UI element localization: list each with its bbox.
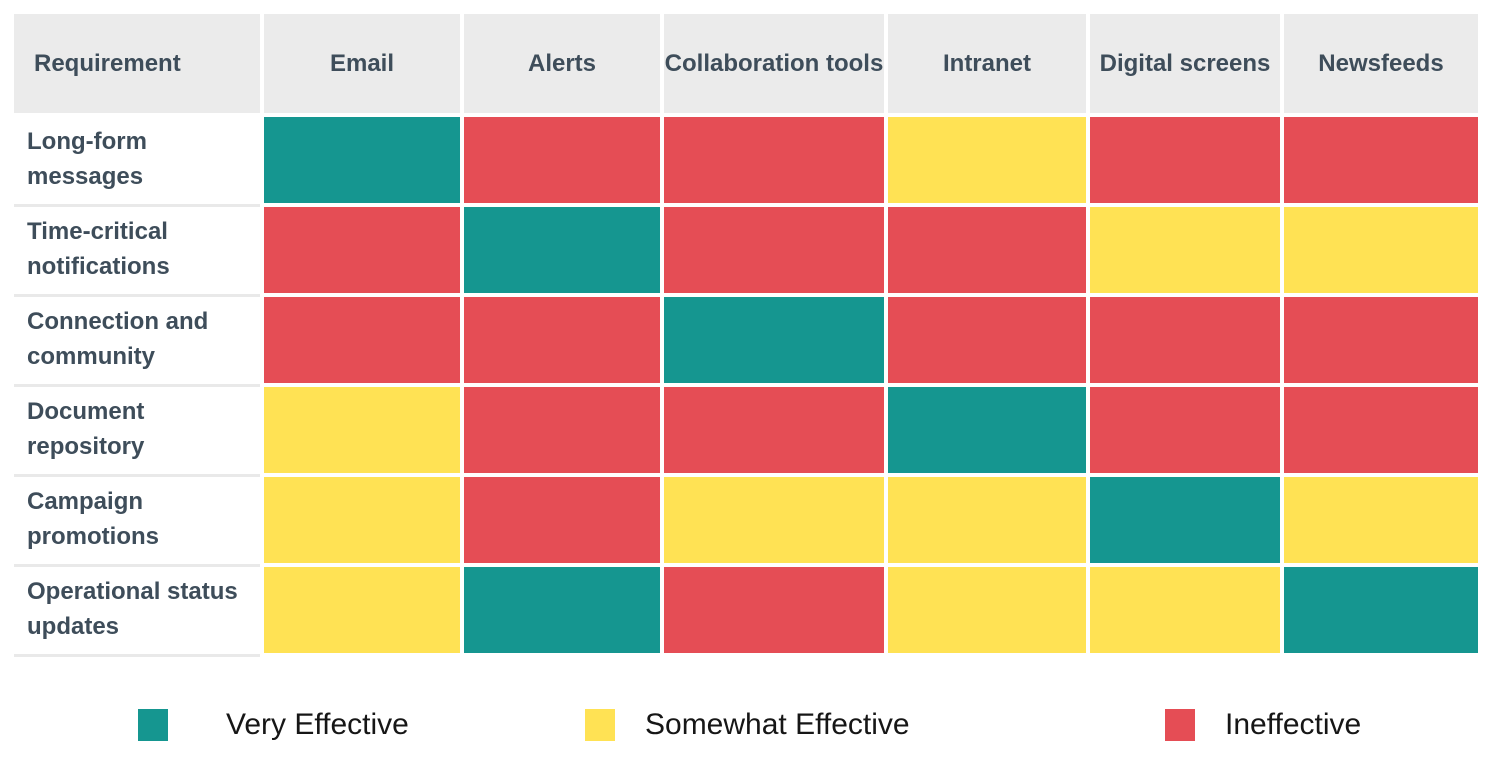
matrix-cell xyxy=(664,117,884,203)
matrix-cell xyxy=(464,297,660,383)
column-header-newsfeeds: Newsfeeds xyxy=(1284,14,1478,113)
matrix-cell xyxy=(464,207,660,293)
matrix-cell xyxy=(1090,117,1280,203)
column-header-intranet: Intranet xyxy=(888,14,1086,113)
legend: Very Effective Somewhat Effective Ineffe… xyxy=(0,703,1493,747)
column-header-collaboration-tools: Collaboration tools xyxy=(664,14,884,113)
matrix-cell xyxy=(264,207,460,293)
legend-label: Ineffective xyxy=(1225,708,1362,741)
legend-label: Very Effective xyxy=(226,708,409,741)
matrix-cell xyxy=(1090,297,1280,383)
matrix-cell xyxy=(464,387,660,473)
legend-item-very-effective: Very Effective xyxy=(138,703,409,747)
matrix-cell xyxy=(888,117,1086,203)
column-header-digital-screens: Digital screens xyxy=(1090,14,1280,113)
matrix-cell xyxy=(264,387,460,473)
matrix-cell xyxy=(888,297,1086,383)
row-label-long-form-messages: Long-form messages xyxy=(14,117,260,207)
matrix-cell xyxy=(888,477,1086,563)
matrix-cell xyxy=(264,297,460,383)
row-label-campaign-promotions: Campaign promotions xyxy=(14,477,260,567)
matrix-cell xyxy=(664,567,884,653)
matrix-cell xyxy=(888,207,1086,293)
matrix-cell xyxy=(1090,387,1280,473)
legend-swatch-ineffective xyxy=(1165,709,1195,741)
matrix-cell xyxy=(664,477,884,563)
row-label-time-critical-notifications: Time-critical notifications xyxy=(14,207,260,297)
matrix-cell xyxy=(1284,297,1478,383)
matrix-cell xyxy=(664,207,884,293)
row-label-connection-and-community: Connection and community xyxy=(14,297,260,387)
matrix-cell xyxy=(888,567,1086,653)
matrix-cell xyxy=(664,387,884,473)
legend-swatch-somewhat-effective xyxy=(585,709,615,741)
matrix-cell xyxy=(1284,207,1478,293)
column-header-requirement: Requirement xyxy=(14,14,260,113)
matrix-cell xyxy=(264,567,460,653)
matrix-cell xyxy=(1284,387,1478,473)
matrix-cell xyxy=(464,567,660,653)
matrix-cell xyxy=(1090,567,1280,653)
effectiveness-matrix-table: Requirement Email Alerts Collaboration t… xyxy=(14,14,1478,657)
legend-item-ineffective: Ineffective xyxy=(1165,703,1361,747)
matrix-cell xyxy=(888,387,1086,473)
matrix-cell xyxy=(1284,117,1478,203)
row-label-operational-status-updates: Operational status updates xyxy=(14,567,260,657)
matrix-cell xyxy=(1090,477,1280,563)
matrix-cell xyxy=(464,117,660,203)
column-header-alerts: Alerts xyxy=(464,14,660,113)
legend-label: Somewhat Effective xyxy=(645,708,910,741)
matrix-cell xyxy=(264,117,460,203)
matrix-cell xyxy=(1090,207,1280,293)
matrix-cell xyxy=(1284,567,1478,653)
matrix-cell xyxy=(264,477,460,563)
legend-swatch-very-effective xyxy=(138,709,168,741)
matrix-cell xyxy=(464,477,660,563)
matrix-cell xyxy=(664,297,884,383)
column-header-email: Email xyxy=(264,14,460,113)
row-label-document-repository: Document repository xyxy=(14,387,260,477)
legend-item-somewhat-effective: Somewhat Effective xyxy=(585,703,910,747)
matrix-cell xyxy=(1284,477,1478,563)
